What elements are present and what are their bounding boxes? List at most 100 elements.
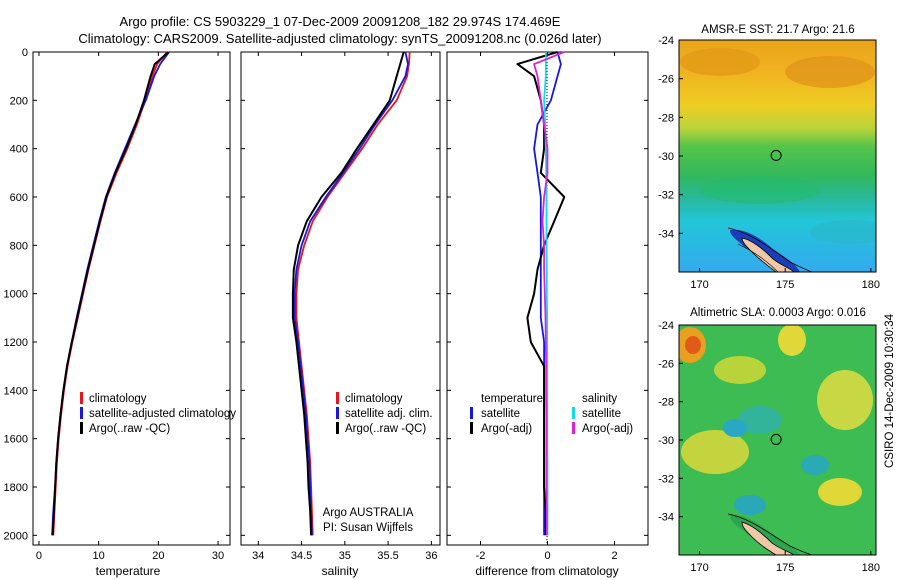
- map-y-tick-label: -28: [658, 112, 674, 124]
- temperature-legend: climatology satellite-adjusted climatolo…: [80, 392, 236, 435]
- credit-line2: PI: Susan Wijffels: [323, 522, 413, 534]
- series-line-satellite-adjusted-climatology: [51, 51, 170, 536]
- map-x-tick-label: 180: [862, 562, 880, 574]
- series-line-argo-raw-qc: [51, 51, 170, 536]
- sst-map-panel: AMSR-E SST: 21.7 Argo: 21.6 170 175 180 -24…: [658, 24, 880, 291]
- y-tick-label: 400: [10, 144, 28, 156]
- temperature-axes: 0 10 20 30 0 200 400 600 800 1000 1200 1400 1600 1800…: [4, 47, 230, 562]
- legend-label-sal-satellite: satellite: [582, 408, 621, 420]
- legend-swatch-argo-raw: [80, 422, 83, 434]
- map-x-tick-label: 180: [862, 279, 880, 291]
- map-y-tick-label: -30: [658, 151, 674, 163]
- sla-map-axes: 170 175 180 -24 -26 -28 -30 -32 -34: [658, 320, 880, 574]
- credit-line1: Argo AUSTRALIA: [323, 507, 414, 519]
- sst-coastline: [727, 227, 813, 272]
- map-y-tick-label: -24: [658, 35, 674, 47]
- map-x-tick-label: 170: [690, 562, 708, 574]
- difference-lines: [516, 51, 566, 536]
- legend-swatch-climatology: [80, 392, 83, 404]
- difference-axes: -2 0 2: [447, 51, 648, 562]
- legend-swatch-temp-argo: [470, 422, 473, 434]
- legend-swatch-sal-argo: [572, 422, 575, 434]
- x-tick-label: 30: [212, 550, 224, 562]
- map-x-tick-label: 175: [776, 279, 794, 291]
- sla-yellow-patch: [818, 478, 862, 506]
- float-location-marker: [770, 433, 782, 445]
- sla-low-patch: [801, 455, 829, 475]
- legend-swatch-temp-satellite: [470, 407, 473, 419]
- sst-new-zealand-land: [741, 237, 795, 272]
- difference-xlabel: difference from climatology: [475, 564, 618, 578]
- map-y-tick-label: -32: [658, 190, 674, 202]
- x-tick-label: 35: [339, 550, 351, 562]
- legend-label-temp-argo: Argo(-adj): [481, 423, 532, 435]
- sla-low-patch: [738, 406, 782, 434]
- y-tick-label: 1600: [4, 434, 28, 446]
- legend-header-salinity: salinity: [582, 393, 617, 405]
- y-tick-label: 1200: [4, 337, 28, 349]
- y-tick-label: 1400: [4, 385, 28, 397]
- legend-header-temperature: temperature: [481, 393, 543, 405]
- y-tick-label: 0: [22, 47, 28, 59]
- difference-panel: -2 0 2 difference from climatology tempera…: [446, 51, 649, 578]
- map-y-tick-label: -30: [658, 435, 674, 447]
- salinity-axes: 34 34.5 35 35.5 36: [241, 51, 440, 562]
- x-tick-label: 34.5: [291, 550, 312, 562]
- map-y-tick-label: -26: [658, 358, 674, 370]
- sla-map-panel: Altimetric SLA: 0.0003 Argo: 0.016 170 17…: [658, 307, 880, 574]
- salinity-legend: climatology satellite adj. clim. Argo(..…: [336, 392, 433, 435]
- sla-new-zealand-land: [741, 521, 795, 555]
- temperature-xlabel: temperature: [96, 564, 161, 578]
- x-tick-label: 34: [252, 550, 264, 562]
- salinity-xlabel: salinity: [322, 564, 359, 578]
- x-tick-label: 20: [152, 550, 164, 562]
- legend-swatch-argo-raw: [336, 422, 339, 434]
- legend-label-satellite-adj: satellite adj. clim.: [345, 408, 433, 420]
- map-x-tick-label: 170: [690, 279, 708, 291]
- x-tick-label: -2: [476, 550, 486, 562]
- salinity-lines: [291, 51, 411, 536]
- x-tick-label: 0: [544, 550, 550, 562]
- y-tick-label: 800: [10, 240, 28, 252]
- sst-warm-patch: [785, 56, 875, 88]
- sla-map-field: [679, 325, 876, 555]
- difference-legend: temperature satellite Argo(-adj) salinit…: [470, 393, 633, 435]
- sst-map-title: AMSR-E SST: 21.7 Argo: 21.6: [701, 24, 854, 36]
- map-y-tick-label: -26: [658, 74, 674, 86]
- y-tick-label: 2000: [4, 530, 28, 542]
- y-tick-label: 600: [10, 192, 28, 204]
- legend-swatch-climatology: [336, 392, 339, 404]
- legend-label-climatology: climatology: [89, 393, 147, 405]
- sla-coastline: [727, 513, 813, 555]
- map-x-tick-label: 175: [776, 562, 794, 574]
- figure-title-line1: Argo profile: CS 5903229_1 07-Dec-2009 2…: [120, 14, 561, 29]
- sla-yellow-patch: [714, 356, 766, 384]
- legend-swatch-satellite-adjusted: [80, 407, 83, 419]
- sst-coastline: [737, 243, 779, 272]
- sla-yellow-patch: [681, 430, 749, 474]
- legend-label-satellite-adjusted: satellite-adjusted climatology: [89, 408, 236, 420]
- figure-title-line2: Climatology: CARS2009. Satellite-adjuste…: [78, 31, 601, 46]
- legend-label-temp-satellite: satellite: [481, 408, 520, 420]
- map-y-tick-label: -34: [658, 228, 674, 240]
- legend-label-argo-raw: Argo(..raw -QC): [345, 423, 426, 435]
- map-y-tick-label: -32: [658, 473, 674, 485]
- series-line-climatology: [295, 51, 411, 536]
- legend-swatch-sal-satellite: [572, 407, 575, 419]
- sla-low-patch: [734, 495, 766, 515]
- x-tick-label: 35.5: [377, 550, 398, 562]
- sla-yellow-patch: [817, 370, 873, 430]
- sla-low-patch: [723, 419, 747, 437]
- series-line-satellite-adj-clim: [293, 51, 409, 536]
- sla-yellow-patch: [778, 325, 806, 356]
- sst-map-axes: 170 175 180 -24 -26 -28 -30 -32 -34: [658, 35, 880, 291]
- map-y-tick-label: -28: [658, 397, 674, 409]
- float-location-marker: [770, 149, 782, 161]
- y-tick-label: 1800: [4, 482, 28, 494]
- legend-swatch-satellite-adj: [336, 407, 339, 419]
- salinity-plot-frame: [240, 51, 441, 546]
- y-tick-label: 200: [10, 95, 28, 107]
- map-y-tick-label: -34: [658, 512, 674, 524]
- csiro-timestamp: CSIRO 14-Dec-2009 10:30:34: [884, 313, 896, 468]
